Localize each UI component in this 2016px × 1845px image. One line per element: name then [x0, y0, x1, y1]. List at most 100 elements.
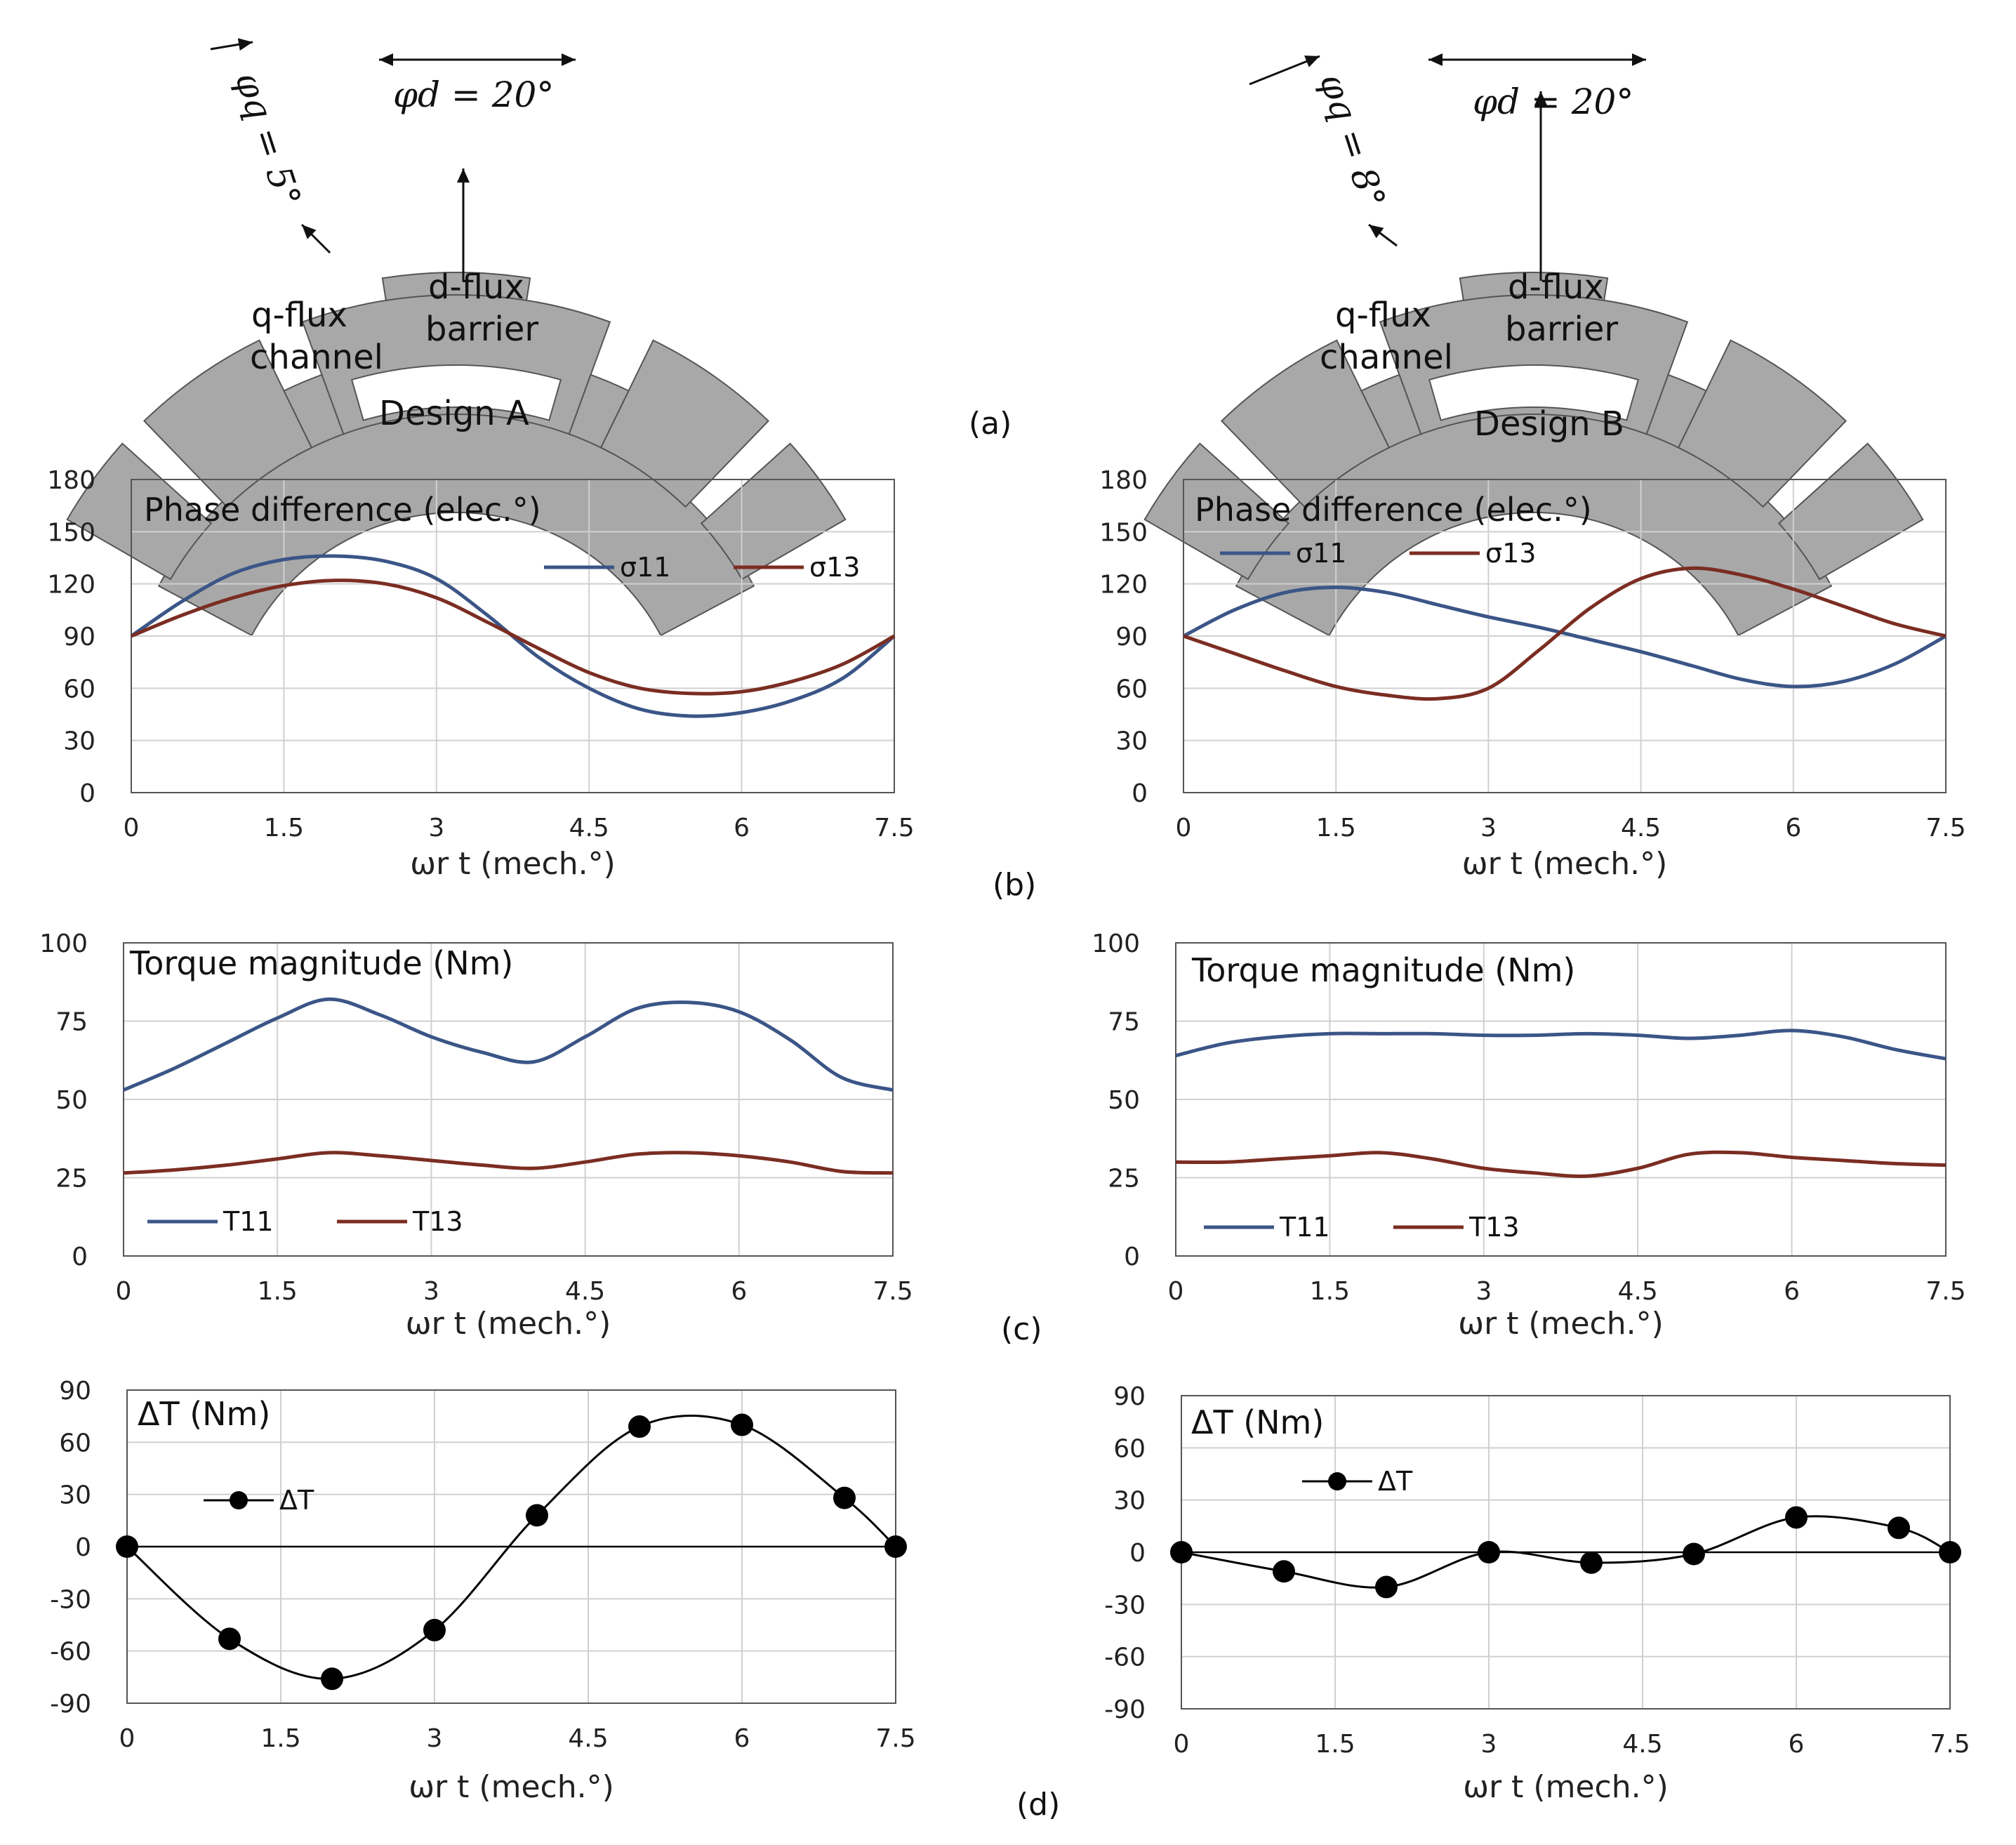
y-tick-label: -30 [50, 1585, 91, 1614]
series-line-σ13 [131, 578, 896, 696]
rotor-pole-segment [1677, 339, 1847, 508]
x-tick-label: 1.5 [258, 1277, 298, 1306]
y-tick-label: -90 [50, 1690, 91, 1719]
x-tick-label: 1.5 [1310, 1277, 1350, 1306]
data-point [218, 1627, 241, 1651]
rotor-b-q-label-1: q-flux [1335, 296, 1431, 335]
y-tick-label: 120 [47, 571, 95, 600]
x-tick-label: 4.5 [1621, 814, 1661, 842]
chart-deltaA: 0 1.5 3 4.5 6 7.5 -90 -60 -30 0 30 60 90 ωr t (mech.°… [50, 1377, 915, 1805]
y-tick-label: 75 [1108, 1008, 1140, 1037]
x-tick-label: 1.5 [260, 1724, 300, 1753]
x-tick-label: 6 [734, 1724, 750, 1753]
x-tick-label: 1.5 [1316, 814, 1356, 842]
x-tick-label: 0 [1174, 1730, 1190, 1759]
rotor-pole-segment [599, 339, 769, 508]
x-tick-label: 4.5 [1618, 1277, 1658, 1306]
rotor-pole-segment [1143, 442, 1290, 581]
data-point [1888, 1516, 1910, 1540]
rotor-b-design-label: Design B [1474, 404, 1624, 444]
data-point [1785, 1506, 1808, 1529]
y-tick-label: 60 [63, 675, 95, 703]
y-tick-label: 0 [79, 779, 95, 808]
y-tick-label: 0 [1124, 1243, 1140, 1271]
rotor-magnet-slot [381, 271, 531, 302]
series-line-T13 [123, 1151, 894, 1175]
legend-label: ΔT [279, 1485, 314, 1516]
d-flux-barrier-window [1428, 364, 1640, 421]
data-point [1580, 1551, 1603, 1574]
y-tick-label: 50 [55, 1086, 88, 1115]
data-point [1273, 1560, 1295, 1583]
x-tick-label: 4.5 [1622, 1730, 1662, 1759]
y-tick-label: 75 [55, 1008, 88, 1037]
rotor-b-q-label-2: channel [1320, 338, 1453, 377]
rotor-pole-segment [66, 442, 213, 581]
x-tick-label: 4.5 [569, 814, 609, 842]
y-tick-label: 60 [59, 1429, 91, 1457]
legend-label: T13 [412, 1206, 463, 1237]
q-flux-channel [1360, 373, 1422, 449]
x-axis-label: ωr t (mech.°) [406, 1306, 611, 1342]
x-tick-label: 0 [124, 814, 140, 842]
x-tick-label: 7.5 [1930, 1730, 1970, 1759]
legend-label: σ13 [809, 552, 860, 583]
x-tick-label: 0 [119, 1724, 135, 1753]
x-tick-label: 1.5 [264, 814, 304, 842]
rotor-b-phi-q: φq = 8° [1312, 69, 1393, 213]
d-barrier-arrow-head [1534, 91, 1547, 105]
x-axis-label: ωr t (mech.°) [409, 1769, 614, 1805]
rotor-design-b [1143, 272, 1924, 637]
y-tick-label: 30 [59, 1481, 91, 1510]
d-flux-barrier-window [350, 364, 562, 421]
y-tick-label: 0 [75, 1533, 91, 1562]
rotor-a-phi-q: φq = 5° [227, 67, 309, 212]
y-tick-label: 0 [1129, 1539, 1146, 1568]
y-tick-label: 100 [39, 930, 88, 958]
series-line-T11 [123, 997, 894, 1092]
x-tick-label: 0 [1176, 814, 1192, 842]
data-point [833, 1486, 856, 1509]
x-axis-label: ωr t (mech.°) [1463, 1769, 1669, 1805]
y-tick-label: 60 [1115, 675, 1148, 703]
rotor-b-d-label-1: d-flux [1508, 267, 1604, 307]
phi-d-span-arrow-head [1428, 53, 1443, 66]
rotor-a-phi-d: φd = 20° [393, 74, 554, 115]
y-tick-label: 50 [1108, 1086, 1140, 1115]
y-tick-label: 180 [47, 466, 95, 495]
y-tick-label: 60 [1113, 1434, 1146, 1463]
rotor-b-phi-d: φd = 20° [1473, 81, 1633, 122]
phi-q-span-arrow-head [237, 38, 253, 51]
x-tick-label: 3 [1480, 814, 1497, 842]
data-point [321, 1667, 343, 1691]
x-tick-label: 1.5 [1315, 1730, 1355, 1759]
legend-label: σ11 [620, 552, 670, 583]
data-point [1170, 1541, 1193, 1563]
legend-label: T11 [1279, 1212, 1330, 1243]
q-channel-arrow-head [302, 225, 317, 239]
legend-label: σ13 [1485, 538, 1536, 569]
x-tick-label: 0 [1168, 1277, 1184, 1306]
y-tick-label: -30 [1104, 1591, 1146, 1620]
y-tick-label: 90 [63, 623, 95, 652]
data-point [1478, 1541, 1500, 1563]
panel-label-d: (d) [1016, 1787, 1060, 1823]
chart-title: Phase difference (elec.°) [144, 491, 541, 529]
series-line-T13 [1175, 1150, 1947, 1178]
data-point [526, 1504, 548, 1527]
y-tick-label: 25 [55, 1165, 88, 1193]
chart-torqueB: 0 1.5 3 4.5 6 7.5 0 25 50 75 100 ωr t (mech.°) Torqu… [1092, 930, 1965, 1342]
y-tick-label: 30 [1115, 727, 1148, 756]
y-tick-label: 30 [63, 727, 95, 756]
x-tick-label: 7.5 [873, 1277, 913, 1306]
panel-label-a: (a) [969, 406, 1012, 442]
x-tick-label: 6 [734, 814, 750, 842]
chart-deltaB: 0 1.5 3 4.5 6 7.5 -90 -60 -30 0 30 60 90 ωr t (mech.°… [1104, 1382, 1970, 1805]
y-tick-label: 25 [1108, 1165, 1140, 1193]
x-tick-label: 3 [423, 1277, 439, 1306]
rotor-a-design-label: Design A [379, 394, 529, 433]
panel-label-c: (c) [1001, 1311, 1042, 1347]
q-flux-channel [568, 373, 630, 449]
x-tick-label: 6 [1784, 1277, 1800, 1306]
